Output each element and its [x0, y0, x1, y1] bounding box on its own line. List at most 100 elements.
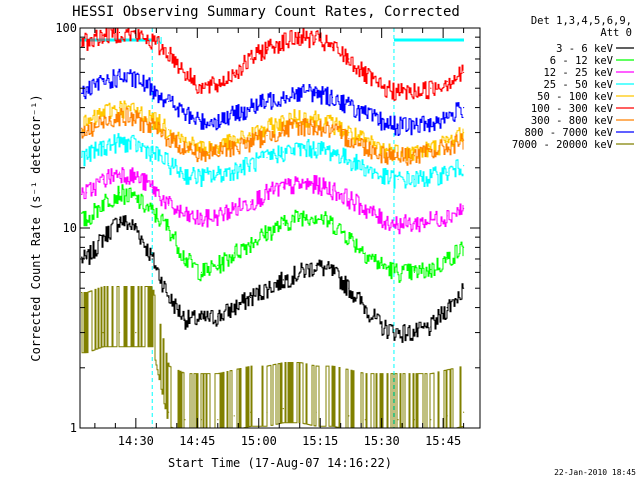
- data-point: [135, 332, 137, 334]
- x-tick-label: 15:00: [241, 434, 277, 448]
- data-point: [430, 219, 432, 221]
- data-point: [102, 80, 104, 83]
- data-point: [364, 74, 366, 76]
- data-point: [118, 192, 121, 194]
- data-point: [266, 287, 268, 289]
- data-point: [348, 287, 350, 289]
- data-point: [233, 71, 235, 73]
- data-point: [381, 219, 383, 221]
- data-point: [217, 419, 219, 421]
- data-point: [381, 121, 383, 123]
- data-point: [151, 211, 153, 213]
- data-point: [413, 419, 415, 421]
- data-point: [168, 411, 170, 413]
- data-point: [217, 264, 219, 266]
- data-point: [217, 316, 219, 318]
- data-point: [250, 296, 252, 298]
- data-point: [299, 183, 301, 186]
- data-point: [364, 146, 366, 148]
- data-point: [282, 129, 284, 131]
- data-point: [397, 155, 399, 157]
- data-point: [331, 271, 334, 273]
- data-point: [381, 176, 383, 178]
- data-point: [282, 40, 284, 42]
- legend-label: 12 - 25 keV: [543, 67, 613, 79]
- data-point: [315, 411, 317, 413]
- data-point: [250, 411, 252, 413]
- data-point: [184, 71, 186, 73]
- data-point: [331, 96, 334, 98]
- data-point: [364, 307, 366, 309]
- data-point: [397, 91, 399, 93]
- data-point: [200, 419, 202, 421]
- data-point: [217, 84, 219, 86]
- data-point: [217, 146, 219, 148]
- data-point: [233, 113, 235, 115]
- data-point: [233, 169, 235, 171]
- data-point: [413, 155, 415, 157]
- data-point: [86, 258, 88, 260]
- data-point: [397, 125, 399, 127]
- data-point: [331, 46, 334, 49]
- data-point: [86, 40, 88, 42]
- series-4: [81, 133, 481, 189]
- data-point: [118, 107, 121, 109]
- data-point: [118, 114, 121, 117]
- data-point: [331, 411, 334, 413]
- legend-label: 7000 - 20000 keV: [512, 139, 614, 151]
- data-point: [86, 123, 88, 125]
- data-point: [446, 215, 448, 217]
- data-point: [250, 201, 252, 203]
- data-point: [381, 264, 383, 266]
- data-point: [200, 271, 202, 273]
- series-6: [81, 27, 481, 101]
- data-point: [315, 215, 317, 217]
- data-point: [413, 178, 415, 180]
- data-point: [118, 171, 121, 173]
- data-point: [463, 246, 465, 248]
- data-point: [184, 419, 186, 421]
- data-point: [463, 139, 465, 141]
- data-point: [135, 198, 137, 200]
- data-point: [266, 127, 268, 129]
- y-tick-label: 100: [55, 21, 77, 35]
- data-point: [151, 126, 153, 128]
- data-point: [250, 241, 252, 243]
- series-line: [81, 215, 464, 343]
- data-point: [397, 332, 399, 334]
- data-point: [348, 104, 350, 106]
- data-point: [463, 132, 465, 134]
- data-point: [381, 87, 383, 89]
- data-point: [151, 151, 153, 153]
- data-point: [331, 189, 334, 191]
- data-point: [430, 147, 432, 149]
- y-tick-label: 1: [70, 421, 77, 435]
- data-point: [135, 227, 137, 229]
- data-point: [299, 408, 301, 410]
- data-point: [397, 223, 399, 225]
- legend-label: 50 - 100 keV: [537, 91, 614, 103]
- data-point: [463, 165, 465, 167]
- series-line: [81, 68, 464, 136]
- data-point: [413, 271, 415, 273]
- data-point: [364, 208, 366, 210]
- data-point: [86, 132, 88, 134]
- data-point: [86, 219, 88, 221]
- data-point: [86, 91, 88, 93]
- data-point: [266, 157, 268, 159]
- series-2: [81, 184, 481, 283]
- data-point: [463, 71, 465, 73]
- legend-label: 3 - 6 keV: [556, 43, 614, 55]
- data-point: [315, 183, 317, 186]
- data-point: [168, 227, 170, 229]
- x-tick-label: 15:30: [364, 434, 400, 448]
- data-point: [299, 271, 301, 273]
- data-point: [397, 419, 399, 421]
- data-point: [266, 134, 268, 137]
- data-point: [168, 204, 170, 206]
- data-point: [233, 307, 235, 309]
- data-point: [463, 208, 465, 210]
- series-line: [81, 133, 464, 189]
- data-point: [413, 223, 415, 225]
- data-point: [168, 163, 170, 165]
